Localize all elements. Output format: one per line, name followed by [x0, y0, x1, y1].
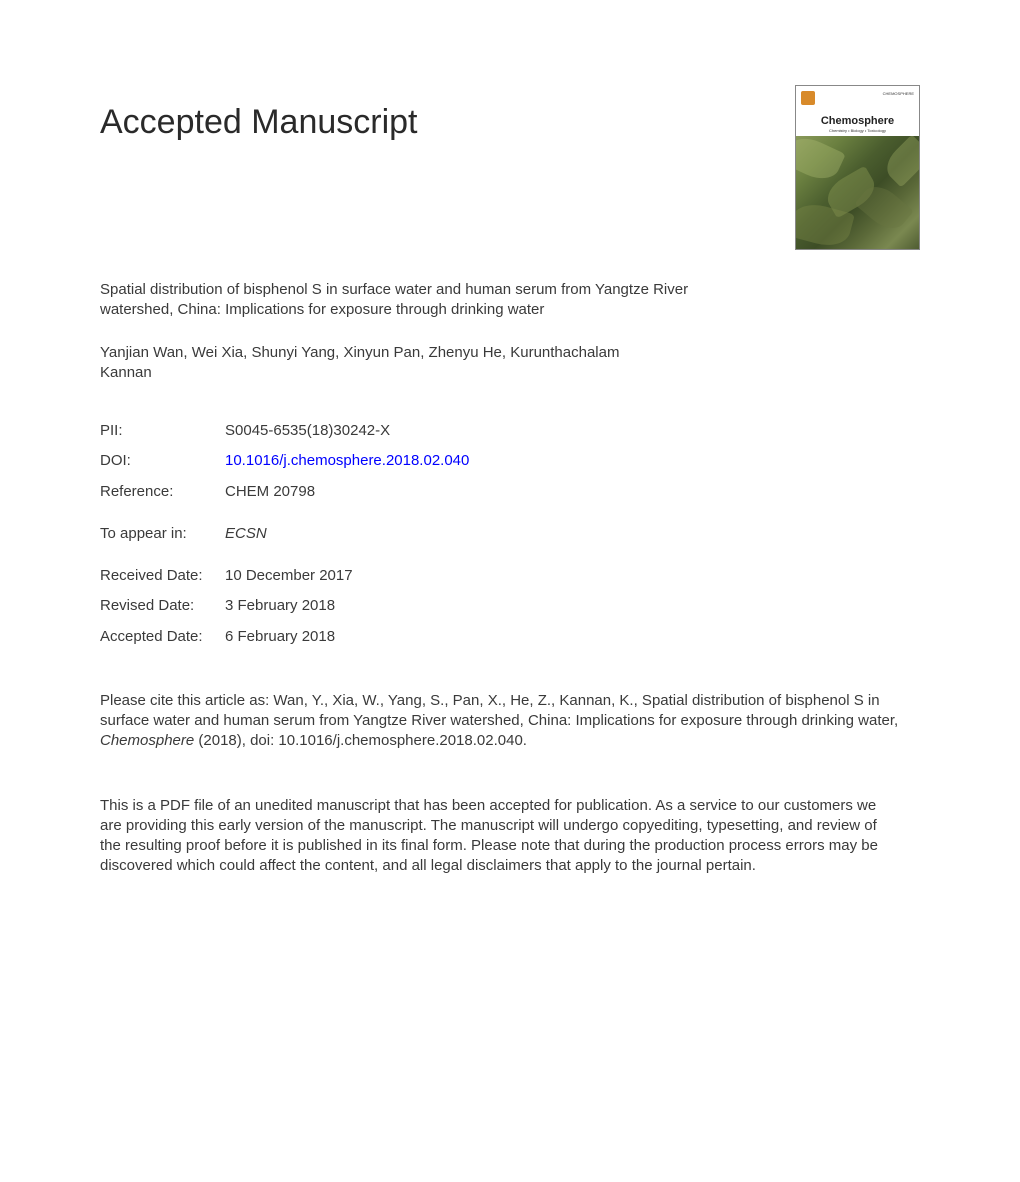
- reference-label: Reference:: [100, 482, 225, 502]
- received-value: 10 December 2017: [225, 566, 920, 586]
- reference-value: CHEM 20798: [225, 482, 920, 502]
- publisher-logo-icon: [801, 91, 815, 105]
- meta-row-revised: Revised Date: 3 February 2018: [100, 596, 920, 616]
- meta-row-received: Received Date: 10 December 2017: [100, 566, 920, 586]
- metadata-table: PII: S0045-6535(18)30242-X DOI: 10.1016/…: [100, 421, 920, 502]
- appear-block: To appear in: ECSN: [100, 524, 920, 544]
- meta-row-pii: PII: S0045-6535(18)30242-X: [100, 421, 920, 441]
- accepted-label: Accepted Date:: [100, 627, 225, 647]
- meta-row-appear: To appear in: ECSN: [100, 524, 920, 544]
- meta-row-doi: DOI: 10.1016/j.chemosphere.2018.02.040: [100, 451, 920, 471]
- pii-value: S0045-6535(18)30242-X: [225, 421, 920, 441]
- accepted-value: 6 February 2018: [225, 627, 920, 647]
- received-label: Received Date:: [100, 566, 225, 586]
- cover-top-label: CHEMOSPHERE: [883, 91, 914, 96]
- meta-row-reference: Reference: CHEM 20798: [100, 482, 920, 502]
- cover-journal-name: Chemosphere: [796, 114, 919, 129]
- article-authors: Yanjian Wan, Wei Xia, Shunyi Yang, Xinyu…: [100, 343, 660, 384]
- cover-top: CHEMOSPHERE Chemosphere Chemistry • Biol…: [796, 86, 919, 136]
- leaf-icon: [795, 131, 846, 186]
- citation-journal: Chemosphere: [100, 732, 194, 749]
- doi-link[interactable]: 10.1016/j.chemosphere.2018.02.040: [225, 451, 920, 471]
- citation-suffix: (2018), doi: 10.1016/j.chemosphere.2018.…: [194, 732, 527, 749]
- page-heading: Accepted Manuscript: [100, 100, 775, 146]
- disclaimer-text: This is a PDF file of an unedited manusc…: [100, 796, 900, 877]
- appear-value: ECSN: [225, 524, 920, 544]
- article-title: Spatial distribution of bisphenol S in s…: [100, 280, 740, 321]
- cover-image: [796, 136, 919, 250]
- header-row: Accepted Manuscript CHEMOSPHERE Chemosph…: [100, 100, 920, 250]
- doi-label: DOI:: [100, 451, 225, 471]
- citation-text: Please cite this article as: Wan, Y., Xi…: [100, 691, 900, 752]
- appear-label: To appear in:: [100, 524, 225, 544]
- cover-subtitle: Chemistry • Biology • Toxicology: [796, 128, 919, 133]
- revised-label: Revised Date:: [100, 596, 225, 616]
- citation-prefix: Please cite this article as: Wan, Y., Xi…: [100, 692, 898, 729]
- meta-row-accepted: Accepted Date: 6 February 2018: [100, 627, 920, 647]
- revised-value: 3 February 2018: [225, 596, 920, 616]
- dates-block: Received Date: 10 December 2017 Revised …: [100, 566, 920, 647]
- pii-label: PII:: [100, 421, 225, 441]
- leaf-icon: [880, 134, 920, 187]
- journal-cover-thumbnail: CHEMOSPHERE Chemosphere Chemistry • Biol…: [795, 85, 920, 250]
